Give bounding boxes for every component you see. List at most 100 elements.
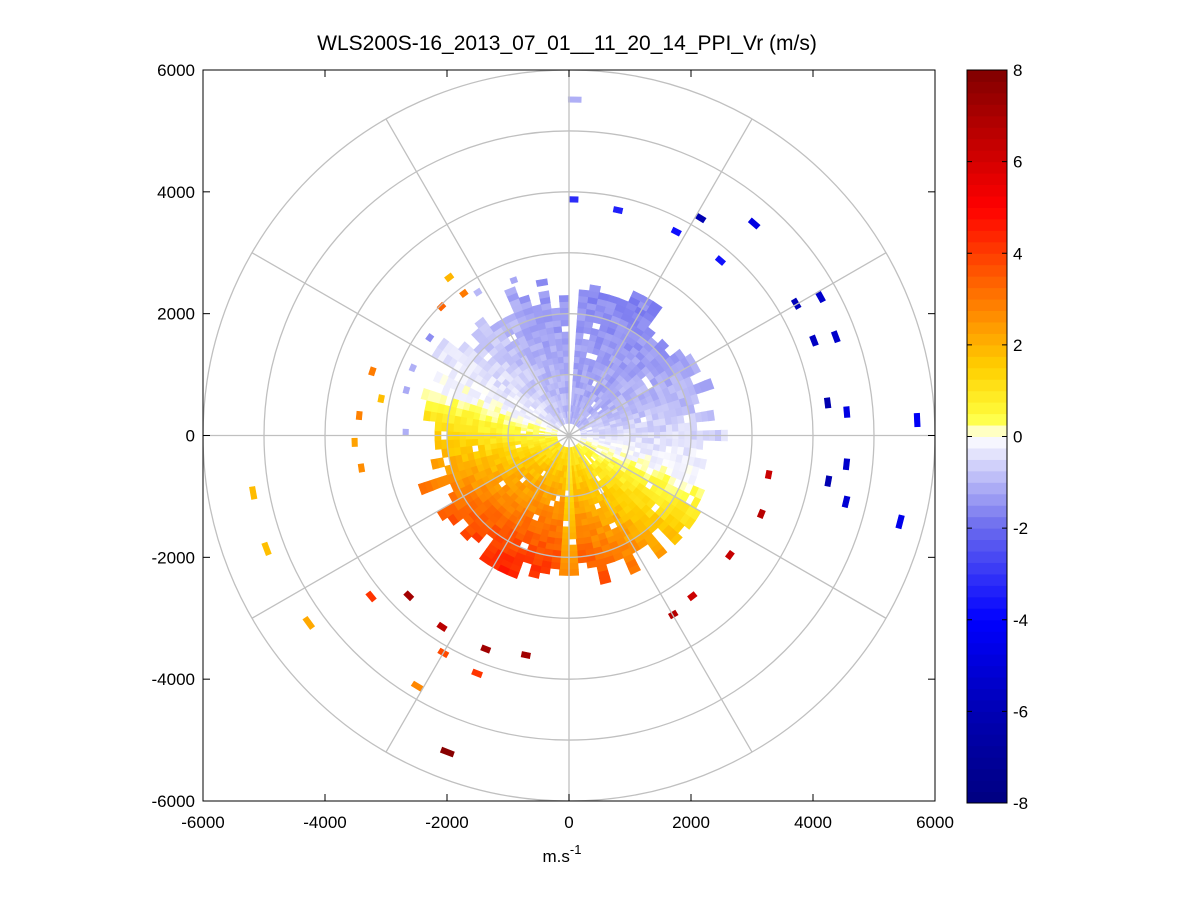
- data-cell: [578, 289, 590, 298]
- data-cell: [574, 519, 583, 528]
- data-segment: [843, 406, 851, 418]
- colorbar-swatch: [967, 230, 1007, 243]
- data-cell: [560, 550, 570, 558]
- data-cell: [477, 444, 486, 452]
- data-cell: [504, 286, 518, 297]
- colorbar: -8 -6 -4 -2 0 2 4 6 8: [966, 61, 1028, 813]
- data-cell: [568, 508, 575, 516]
- data-cell: [623, 428, 631, 434]
- data-cell: [690, 393, 700, 405]
- colorbar-swatch: [967, 734, 1007, 747]
- data-cell: [458, 423, 467, 433]
- colorbar-swatch: [967, 447, 1007, 460]
- data-cell: [659, 424, 667, 433]
- colorbar-tick-label: -6: [1013, 702, 1028, 721]
- data-cell: [557, 356, 565, 364]
- y-tick-label: 2000: [157, 305, 195, 324]
- data-cell: [575, 325, 585, 334]
- data-segment: [355, 410, 363, 421]
- data-cell: [568, 544, 578, 552]
- data-cell: [560, 544, 570, 552]
- data-cell: [477, 438, 485, 446]
- colorbar-swatch: [967, 711, 1007, 724]
- colorbar-swatch: [967, 333, 1007, 346]
- colorbar-swatch: [967, 436, 1007, 449]
- colorbar-swatch: [967, 722, 1007, 735]
- data-cell: [554, 531, 563, 540]
- data-segment: [913, 412, 921, 428]
- data-cell: [561, 337, 570, 345]
- data-segment: [764, 469, 773, 480]
- colorbar-tick-label: 0: [1013, 428, 1022, 447]
- data-cell: [474, 316, 487, 329]
- colorbar-swatch: [967, 505, 1007, 518]
- colorbar-swatch: [967, 699, 1007, 712]
- data-cell: [483, 426, 491, 434]
- data-cell: [568, 532, 577, 540]
- data-cell: [495, 442, 504, 449]
- colorbar-swatch: [967, 596, 1007, 609]
- colorbar-swatch: [967, 264, 1007, 277]
- azimuth-spoke: [568, 434, 887, 619]
- colorbar-swatch: [967, 516, 1007, 529]
- data-segment: [714, 255, 727, 266]
- colorbar-swatch: [967, 115, 1007, 128]
- colorbar-swatch: [967, 241, 1007, 254]
- data-cell: [457, 341, 470, 354]
- data-segment: [809, 334, 819, 347]
- data-segment: [302, 615, 316, 630]
- data-cell: [525, 436, 533, 441]
- data-cell: [617, 429, 625, 435]
- data-cell: [647, 437, 655, 445]
- azimuth-spoke: [251, 434, 570, 619]
- data-cell: [495, 437, 503, 444]
- axes: -6000 -4000 -2000 0 2000 4000 6000 -6000 -4000 -2…: [152, 61, 954, 832]
- data-segment: [365, 590, 377, 603]
- data-cell: [452, 438, 461, 448]
- data-cell: [677, 438, 686, 448]
- data-cell: [477, 425, 485, 433]
- data-cell: [568, 501, 575, 509]
- colorbar-swatch: [967, 150, 1007, 163]
- data-cell: [575, 331, 584, 340]
- colorbar-tick-label: 6: [1013, 153, 1022, 172]
- data-cell: [561, 526, 570, 534]
- colorbar-tick-label: -8: [1013, 794, 1028, 813]
- colorbar-swatch: [967, 195, 1007, 208]
- data-segment: [425, 332, 435, 343]
- data-cell: [558, 362, 565, 370]
- data-cell: [563, 508, 570, 516]
- data-cell: [437, 337, 450, 351]
- azimuth-spoke: [385, 435, 570, 753]
- data-cell: [704, 378, 715, 391]
- data-cell: [562, 343, 570, 351]
- data-cell: [671, 423, 680, 433]
- colorbar-swatch: [967, 493, 1007, 506]
- data-cell: [459, 528, 472, 542]
- data-cell: [507, 437, 515, 443]
- colorbar-swatch: [967, 791, 1007, 804]
- data-cell: [483, 437, 491, 445]
- data-cell: [676, 415, 685, 425]
- data-cell: [420, 388, 431, 401]
- colorbar-swatch: [967, 321, 1007, 334]
- data-cell: [478, 553, 492, 566]
- azimuth-spoke: [568, 435, 753, 753]
- data-cell: [452, 423, 461, 433]
- data-cell: [575, 531, 584, 540]
- colorbar-swatch: [967, 608, 1007, 621]
- data-segment: [823, 397, 832, 409]
- colorbar-swatch: [967, 81, 1007, 94]
- data-segment: [459, 288, 469, 299]
- data-cell: [471, 424, 479, 433]
- colorbar-tick-label: -2: [1013, 519, 1028, 538]
- y-tick-label: 4000: [157, 183, 195, 202]
- data-cell: [568, 520, 576, 528]
- data-segment: [670, 226, 682, 237]
- data-cell: [555, 337, 563, 346]
- data-segment: [357, 463, 366, 473]
- data-cell: [665, 438, 673, 447]
- data-cell: [471, 438, 479, 447]
- data-cell: [574, 343, 583, 352]
